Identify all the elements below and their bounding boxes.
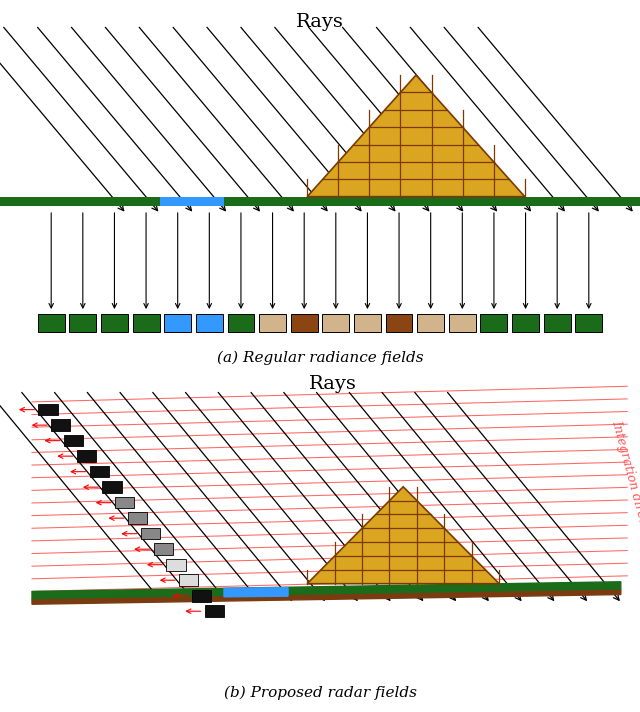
Bar: [154, 543, 173, 555]
Bar: [259, 314, 286, 332]
Polygon shape: [32, 582, 621, 600]
Bar: [160, 197, 224, 206]
Bar: [132, 314, 159, 332]
Bar: [354, 314, 381, 332]
Bar: [128, 513, 147, 524]
Text: Rays: Rays: [309, 375, 356, 393]
Bar: [38, 404, 58, 416]
Bar: [386, 314, 413, 332]
Polygon shape: [307, 75, 525, 197]
Bar: [512, 314, 539, 332]
Bar: [101, 314, 128, 332]
Text: Integration directions: Integration directions: [609, 419, 640, 556]
Bar: [575, 314, 602, 332]
Bar: [64, 435, 83, 446]
Bar: [141, 528, 160, 540]
Bar: [0, 197, 640, 206]
Bar: [102, 481, 122, 493]
Text: (a) Regular radiance fields: (a) Regular radiance fields: [217, 350, 423, 365]
Bar: [179, 575, 198, 586]
Bar: [69, 314, 96, 332]
Bar: [449, 314, 476, 332]
Bar: [481, 314, 508, 332]
Bar: [544, 314, 571, 332]
Bar: [51, 419, 70, 431]
Bar: [164, 314, 191, 332]
Bar: [196, 314, 223, 332]
Bar: [227, 314, 254, 332]
Polygon shape: [32, 590, 621, 604]
Polygon shape: [224, 587, 288, 597]
Bar: [115, 497, 134, 508]
Bar: [38, 314, 65, 332]
Text: Rays: Rays: [296, 13, 344, 31]
Polygon shape: [307, 487, 499, 584]
Bar: [205, 605, 224, 617]
Bar: [323, 314, 349, 332]
Bar: [90, 466, 109, 478]
Bar: [192, 590, 211, 602]
Bar: [77, 451, 96, 462]
Bar: [166, 559, 186, 570]
Bar: [417, 314, 444, 332]
Bar: [291, 314, 317, 332]
Text: (b) Proposed radar fields: (b) Proposed radar fields: [223, 686, 417, 701]
